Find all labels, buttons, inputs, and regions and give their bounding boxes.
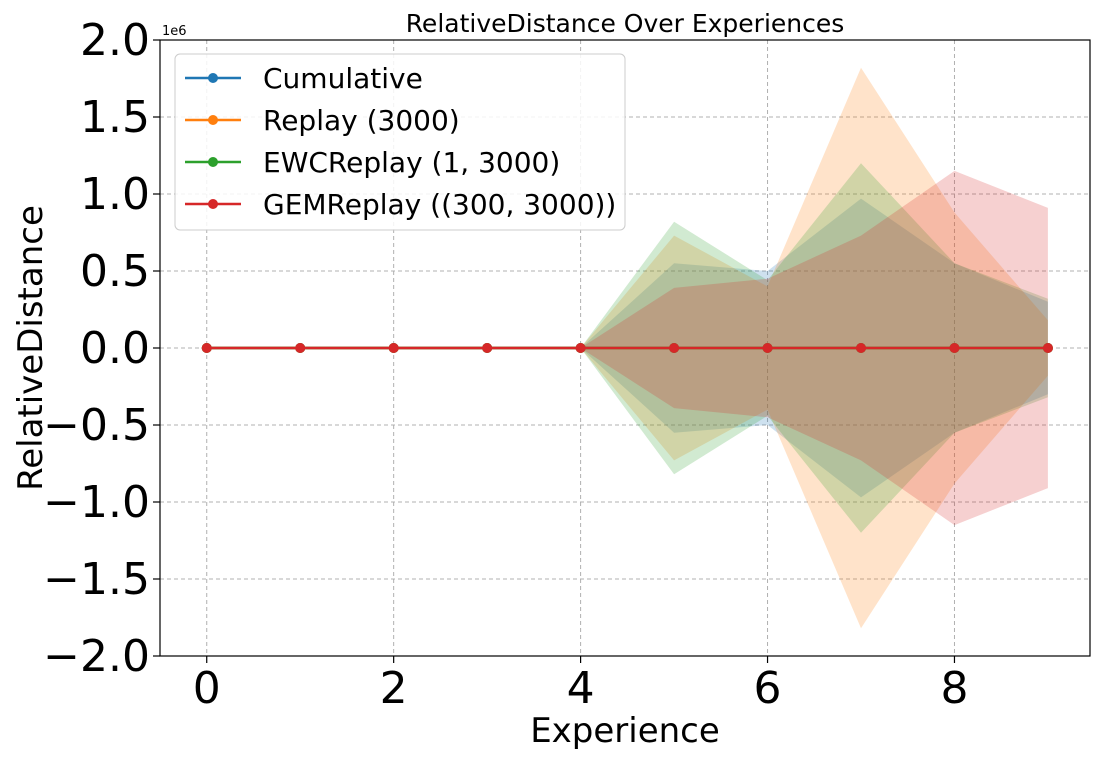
data-point bbox=[201, 343, 212, 353]
y-tick-label: 0.5 bbox=[80, 246, 150, 297]
x-tick-label: 0 bbox=[193, 663, 221, 714]
y-axis-label: RelativeDistance bbox=[11, 205, 51, 491]
legend-entry: EWCReplay (1, 3000) bbox=[263, 146, 560, 179]
y-tick-label: 1.0 bbox=[80, 169, 150, 220]
x-tick-label: 2 bbox=[380, 663, 408, 714]
y-scale-exponent: 1e6 bbox=[162, 24, 187, 39]
legend: Cumulative Replay (3000) EWCReplay (1, 300… bbox=[174, 53, 626, 231]
y-tick-label: −1.0 bbox=[43, 477, 150, 528]
y-tick-label: −0.5 bbox=[43, 400, 150, 451]
legend-marker bbox=[208, 199, 218, 209]
y-tick-label: 0.0 bbox=[80, 323, 150, 374]
x-axis-label: Experience bbox=[530, 711, 720, 751]
y-tick-label: −1.5 bbox=[43, 554, 150, 605]
data-point bbox=[1042, 343, 1053, 353]
y-tick-label: 1.5 bbox=[80, 92, 150, 143]
series-lines bbox=[201, 343, 1053, 353]
x-tick-label: 6 bbox=[754, 663, 782, 714]
legend-entry: Cumulative bbox=[263, 62, 423, 95]
x-tick-label: 8 bbox=[940, 663, 968, 714]
data-point bbox=[295, 343, 306, 353]
legend-marker bbox=[208, 73, 218, 83]
legend-marker bbox=[208, 157, 218, 167]
data-point bbox=[482, 343, 493, 353]
y-tick-label: −2.0 bbox=[43, 631, 150, 682]
data-point bbox=[575, 343, 586, 353]
data-point bbox=[856, 343, 867, 353]
legend-marker bbox=[208, 115, 218, 125]
x-tick-label: 4 bbox=[567, 663, 595, 714]
data-point bbox=[762, 343, 773, 353]
legend-entry: GEMReplay ((300, 3000)) bbox=[263, 188, 616, 221]
y-tick-label: 2.0 bbox=[80, 15, 150, 66]
chart-title: RelativeDistance Over Experiences bbox=[406, 9, 845, 38]
data-point bbox=[388, 343, 399, 353]
axis-ticks: 0 2 4 6 8 2.0 1.5 1.0 0.5 0.0 −0.5 −1.0 −1.5 −2.0 bbox=[43, 15, 968, 714]
legend-frame bbox=[174, 53, 626, 231]
data-point bbox=[949, 343, 960, 353]
legend-entry: Replay (3000) bbox=[263, 104, 460, 137]
data-point bbox=[669, 343, 680, 353]
